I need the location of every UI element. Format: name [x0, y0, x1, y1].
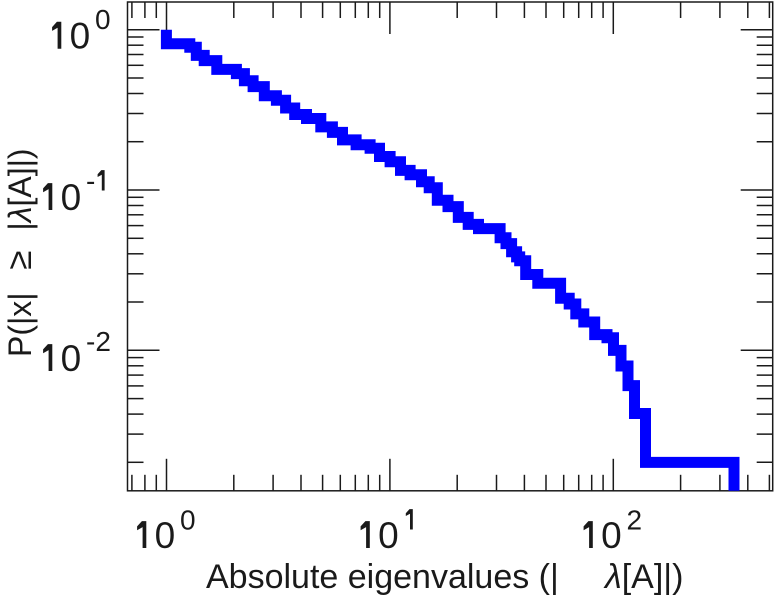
svg-text:0: 0 — [70, 16, 91, 57]
svg-text:0: 0 — [95, 4, 111, 35]
svg-text:0: 0 — [180, 505, 196, 536]
svg-text:0: 0 — [378, 515, 399, 556]
svg-text:0: 0 — [61, 338, 82, 379]
svg-text:0: 0 — [601, 515, 622, 556]
svg-text:-: - — [86, 166, 95, 197]
svg-text:-2: -2 — [86, 326, 111, 357]
svg-text:0: 0 — [61, 177, 82, 218]
svg-text:P(|x| ≥ |λ[A]|): P(|x| ≥ |λ[A]|) — [0, 148, 39, 357]
svg-text:2: 2 — [627, 505, 643, 536]
svg-text:Absolute eigenvalues (|: Absolute eigenvalues (| — [206, 558, 559, 596]
svg-text:0: 0 — [155, 515, 176, 556]
svg-text:λ[A]|): λ[A]|) — [603, 558, 683, 596]
